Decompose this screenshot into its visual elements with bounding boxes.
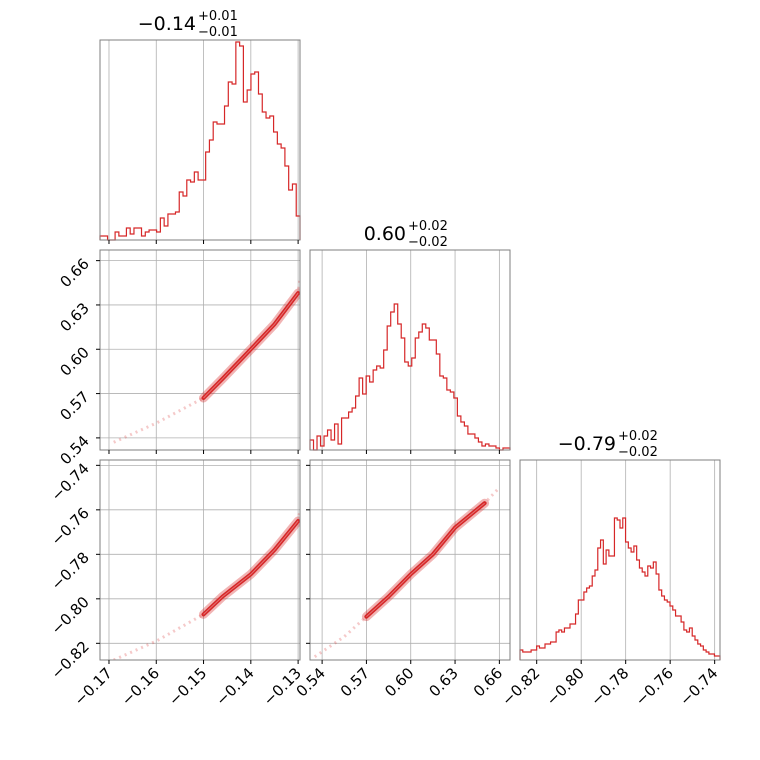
contour-outer: [364, 501, 487, 619]
x-tick-label: 0.63: [426, 664, 462, 700]
contour-outer: [201, 291, 300, 400]
param-title-1: 0.60: [364, 223, 406, 245]
axes-frame: [99, 459, 301, 661]
x-tick-label: −0.82: [498, 664, 543, 709]
axes-frame: [99, 249, 301, 451]
y-tick-label: −0.82: [48, 637, 93, 682]
x-tick-label: −0.78: [587, 664, 632, 709]
x-tick-label: −0.80: [543, 664, 588, 709]
param-title-plus-0: +0.01: [198, 9, 238, 24]
contour-inner: [366, 502, 485, 617]
param-title-2: −0.79: [558, 433, 616, 455]
x-tick-label: 0.54: [293, 664, 329, 700]
histogram-2: [519, 517, 721, 660]
axes-frame: [309, 249, 511, 451]
param-title-minus-0: −0.01: [198, 25, 238, 40]
contour-outer: [201, 519, 300, 617]
y-tick-label: −0.78: [48, 548, 93, 593]
param-title-plus-1: +0.02: [408, 219, 448, 234]
y-tick-label: 0.54: [56, 432, 92, 468]
histogram-1: [309, 303, 511, 451]
y-tick-label: 0.66: [56, 255, 92, 291]
contour-inner: [203, 520, 299, 615]
axes-frame: [99, 39, 301, 241]
param-title-0: −0.14: [138, 13, 196, 35]
x-tick-label: 0.57: [337, 664, 373, 700]
y-tick-label: 0.63: [56, 299, 92, 335]
y-tick-label: 0.57: [56, 388, 92, 424]
axes-frame: [309, 459, 511, 661]
param-title-minus-1: −0.02: [408, 235, 448, 250]
x-tick-label: −0.14: [212, 664, 257, 709]
y-tick-label: 0.60: [56, 343, 92, 379]
axes-frame: [519, 459, 721, 661]
y-tick-label: −0.76: [48, 504, 93, 549]
param-title-plus-2: +0.02: [618, 429, 658, 444]
x-tick-label: −0.76: [632, 664, 677, 709]
x-tick-label: −0.74: [676, 664, 721, 709]
histogram-0: [99, 41, 301, 241]
x-tick-label: −0.17: [71, 664, 116, 709]
scatter-tail: [113, 509, 300, 660]
scatter-tail: [113, 278, 300, 444]
x-tick-label: 0.60: [381, 664, 417, 700]
x-tick-label: −0.15: [165, 664, 210, 709]
param-title-minus-2: −0.02: [618, 445, 658, 460]
x-tick-label: −0.16: [118, 664, 163, 709]
contour-inner: [203, 292, 299, 399]
y-tick-label: −0.80: [48, 593, 93, 638]
